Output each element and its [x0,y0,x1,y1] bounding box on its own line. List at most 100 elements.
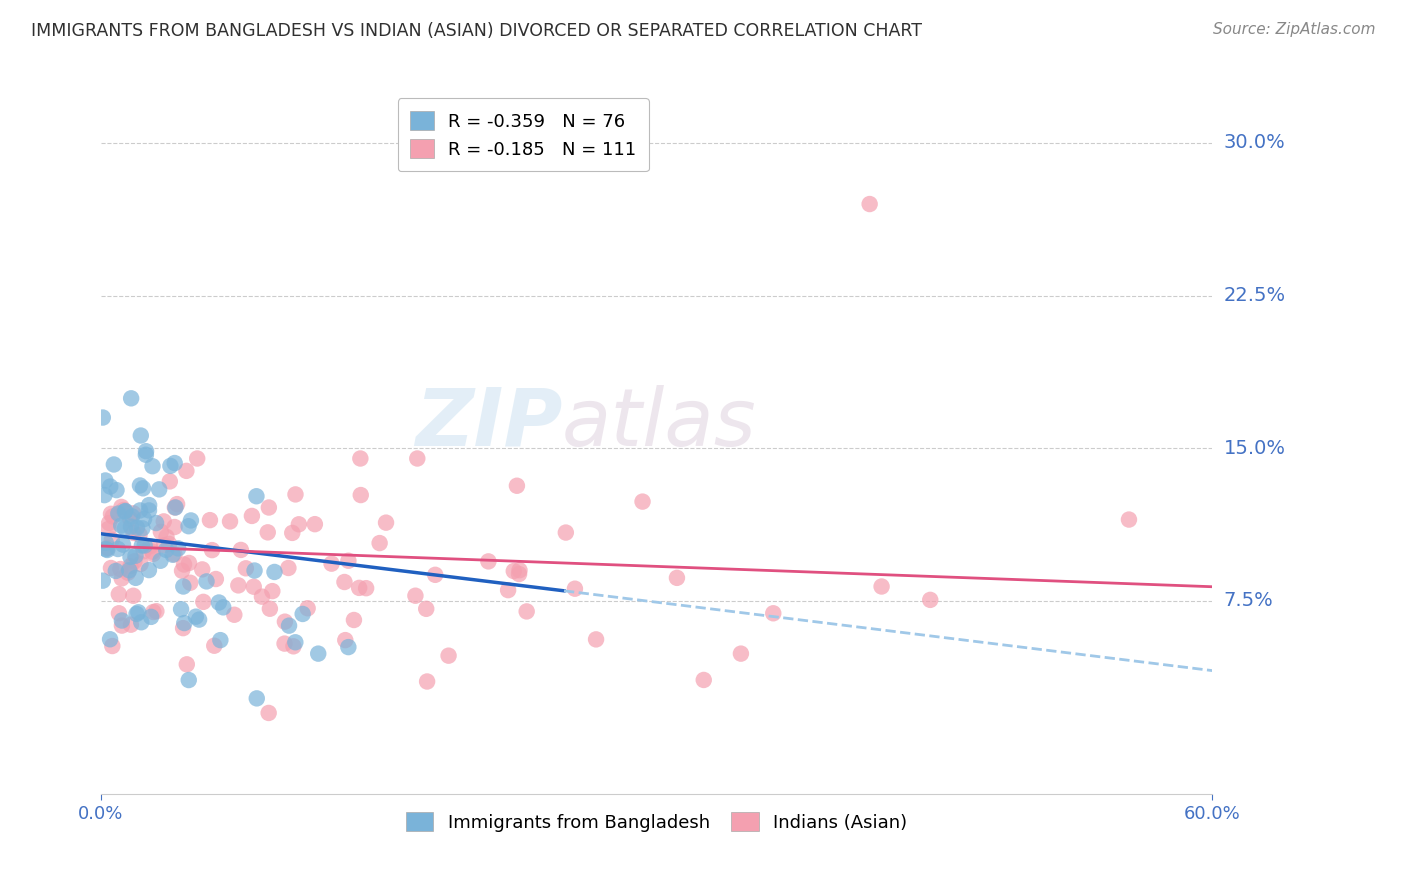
Point [166,497,188,511]
Point [125,607,148,621]
Point [104,564,127,578]
Text: Source: ZipAtlas.com: Source: ZipAtlas.com [1212,22,1375,37]
Point [139,539,162,553]
Point [163,520,186,534]
Point [98,479,121,493]
Point [159,475,181,489]
Point [122,506,145,520]
Point [307,647,329,661]
Point [172,621,194,635]
Point [425,567,447,582]
Point [224,607,246,622]
Point [118,563,141,577]
Point [101,639,124,653]
Point [93,488,115,502]
Point [201,543,224,558]
Point [184,609,207,624]
Point [114,504,136,518]
Point [98,516,121,530]
Point [179,575,201,590]
Point [141,544,163,558]
Point [131,521,153,535]
Point [554,525,576,540]
Point [415,602,437,616]
Point [163,500,186,515]
Point [283,640,305,654]
Point [127,605,149,619]
Point [163,456,186,470]
Point [170,564,193,578]
Point [693,673,716,687]
Point [243,564,266,578]
Point [321,557,343,571]
Point [128,527,150,541]
Point [262,584,284,599]
Point [149,554,172,568]
Point [368,536,391,550]
Point [173,558,195,572]
Point [263,565,285,579]
Point [165,500,187,515]
Point [135,448,157,462]
Point [406,451,429,466]
Point [129,557,152,571]
Point [103,458,125,472]
Point [129,615,152,630]
Text: 30.0%: 30.0% [1223,134,1285,153]
Point [94,474,117,488]
Point [141,459,163,474]
Point [129,428,152,442]
Point [1118,512,1140,526]
Point [416,674,439,689]
Point [167,541,190,556]
Point [496,583,519,598]
Point [131,539,153,553]
Point [297,601,319,615]
Point [132,512,155,526]
Point [291,607,314,621]
Point [129,503,152,517]
Point [138,498,160,512]
Point [91,574,114,588]
Point [506,479,529,493]
Point [277,561,299,575]
Point [97,541,120,555]
Point [101,533,124,547]
Point [177,519,200,533]
Point [145,604,167,618]
Point [375,516,398,530]
Point [132,481,155,495]
Point [284,635,307,649]
Text: 22.5%: 22.5% [1223,286,1285,305]
Point [177,673,200,687]
Point [859,197,882,211]
Point [107,541,129,556]
Point [125,521,148,535]
Point [209,633,232,648]
Point [120,392,142,406]
Point [508,563,530,577]
Point [246,691,269,706]
Point [240,508,263,523]
Point [343,613,366,627]
Point [337,640,360,654]
Point [281,525,304,540]
Point [257,500,280,515]
Point [94,542,117,557]
Point [101,509,124,524]
Point [163,547,186,561]
Point [121,509,143,524]
Point [107,507,129,521]
Point [105,483,128,497]
Point [195,574,218,589]
Point [97,522,120,536]
Point [502,564,524,578]
Point [142,547,165,561]
Point [111,571,134,585]
Point [404,589,426,603]
Point [108,587,131,601]
Point [564,582,586,596]
Point [111,538,134,552]
Point [129,478,152,492]
Point [870,580,893,594]
